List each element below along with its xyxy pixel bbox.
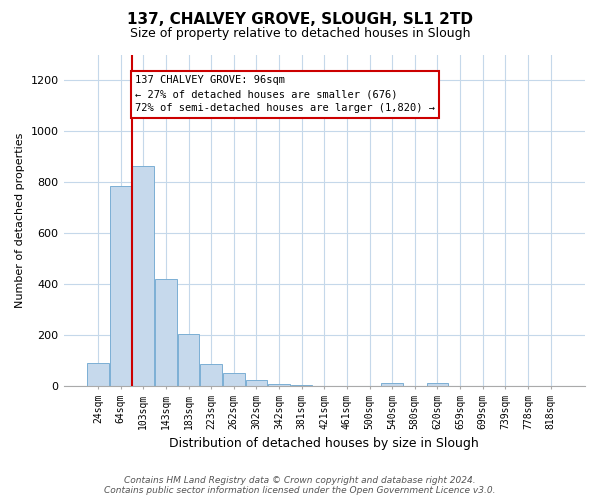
Bar <box>245 380 267 386</box>
Bar <box>155 279 176 386</box>
Bar <box>87 363 109 386</box>
Bar <box>223 372 245 386</box>
Text: Size of property relative to detached houses in Slough: Size of property relative to detached ho… <box>130 28 470 40</box>
Text: 137 CHALVEY GROVE: 96sqm
← 27% of detached houses are smaller (676)
72% of semi-: 137 CHALVEY GROVE: 96sqm ← 27% of detach… <box>136 76 436 114</box>
Bar <box>178 334 199 386</box>
Bar <box>427 383 448 386</box>
Text: 137, CHALVEY GROVE, SLOUGH, SL1 2TD: 137, CHALVEY GROVE, SLOUGH, SL1 2TD <box>127 12 473 28</box>
Bar <box>291 385 313 386</box>
Bar <box>110 186 131 386</box>
X-axis label: Distribution of detached houses by size in Slough: Distribution of detached houses by size … <box>169 437 479 450</box>
Bar <box>133 166 154 386</box>
Bar <box>268 384 290 386</box>
Y-axis label: Number of detached properties: Number of detached properties <box>15 132 25 308</box>
Bar <box>382 383 403 386</box>
Text: Contains HM Land Registry data © Crown copyright and database right 2024.
Contai: Contains HM Land Registry data © Crown c… <box>104 476 496 495</box>
Bar <box>200 364 222 386</box>
